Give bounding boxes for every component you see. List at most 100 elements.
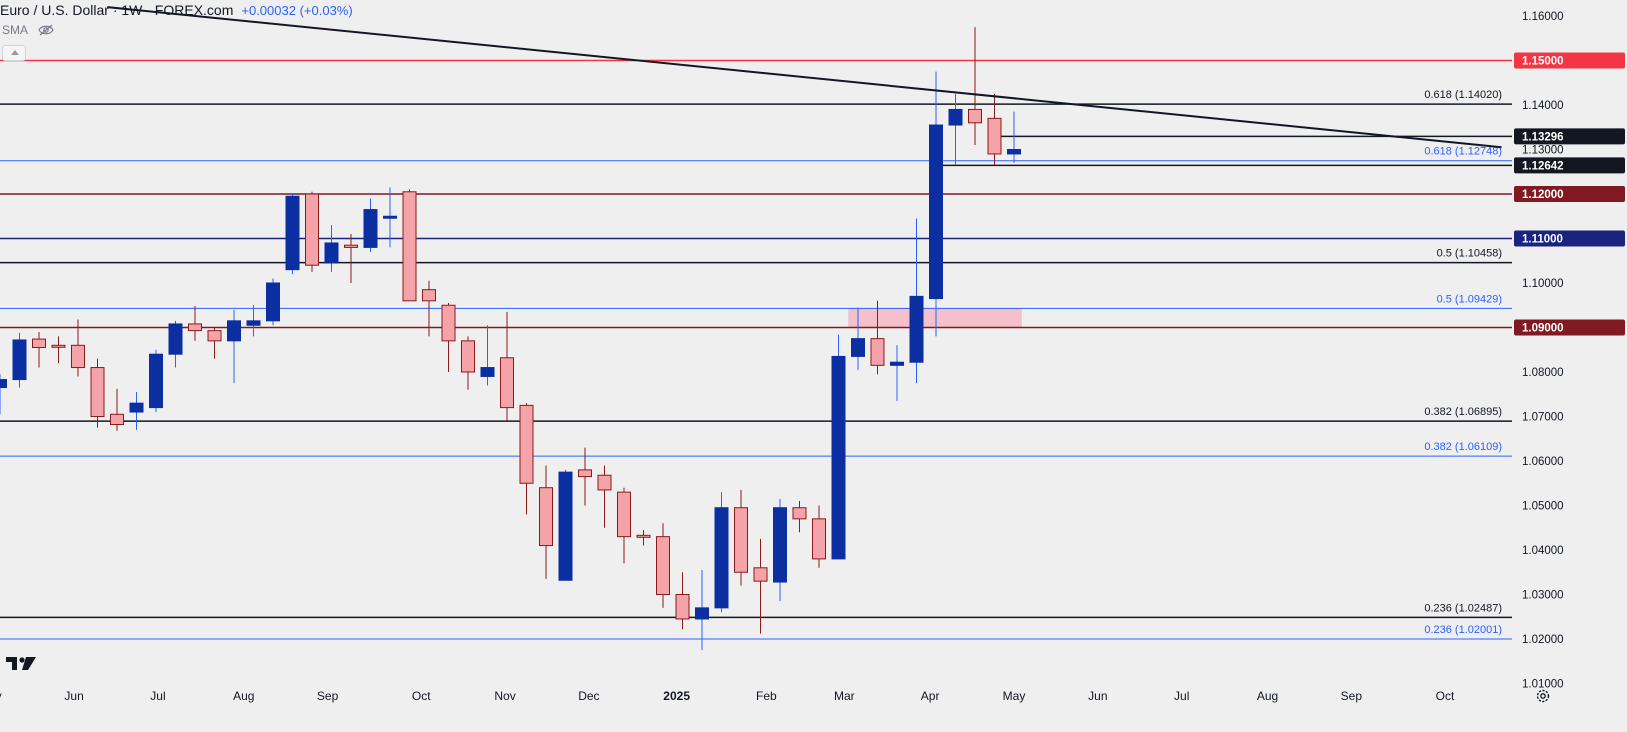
candle-body — [753, 567, 768, 582]
candle[interactable] — [285, 194, 300, 275]
candle[interactable] — [714, 492, 729, 613]
y-tick-label: 1.13000 — [1522, 145, 1564, 157]
candle[interactable] — [129, 392, 144, 430]
candle[interactable] — [636, 529, 651, 546]
candle[interactable] — [597, 465, 612, 528]
candle[interactable] — [519, 403, 534, 515]
candle[interactable] — [227, 309, 241, 384]
candle[interactable] — [1007, 111, 1021, 163]
candle[interactable] — [90, 358, 105, 428]
candle[interactable] — [480, 325, 495, 386]
price-axis[interactable] — [1512, 0, 1627, 732]
candle[interactable] — [12, 332, 27, 388]
candle[interactable] — [0, 374, 7, 415]
candle[interactable] — [32, 331, 46, 368]
candle[interactable] — [753, 538, 768, 634]
candle[interactable] — [695, 570, 709, 651]
candle[interactable] — [305, 191, 319, 272]
gear-icon[interactable] — [1535, 688, 1551, 704]
candle[interactable] — [948, 93, 963, 166]
candle[interactable] — [207, 327, 222, 359]
candle-body — [71, 344, 85, 369]
candle[interactable] — [383, 187, 397, 248]
fib-level-label: 0.382 (1.06109) — [1424, 441, 1502, 453]
candle[interactable] — [812, 505, 826, 568]
candle-body — [422, 289, 436, 302]
candle[interactable] — [831, 334, 846, 560]
symbol-title[interactable]: Euro / U.S. Dollar · 1W · FOREX.com — [0, 2, 234, 18]
candle-body — [539, 487, 553, 547]
candle-body — [207, 330, 222, 342]
candle[interactable] — [324, 225, 339, 272]
candle-body — [714, 507, 729, 609]
candle-body — [0, 379, 7, 389]
eye-hidden-icon[interactable] — [38, 24, 54, 36]
candle[interactable] — [110, 388, 124, 431]
indicator-label[interactable]: SMA — [2, 23, 29, 37]
candle[interactable] — [422, 280, 436, 337]
x-tick-label: Aug — [1257, 689, 1278, 703]
candle-body — [831, 355, 846, 560]
candle[interactable] — [539, 465, 553, 579]
candle[interactable] — [363, 198, 378, 252]
candle[interactable] — [51, 336, 66, 364]
x-tick-label: Jul — [150, 689, 165, 703]
candle-body — [617, 491, 631, 538]
candle-body — [149, 353, 163, 409]
candle[interactable] — [617, 487, 631, 564]
candle-body — [227, 320, 241, 342]
candle-body — [987, 117, 1002, 155]
candle[interactable] — [149, 349, 163, 413]
candle[interactable] — [968, 27, 982, 146]
candle[interactable] — [246, 305, 261, 337]
candle[interactable] — [773, 498, 787, 602]
y-tick-label: 1.14000 — [1522, 100, 1564, 112]
candle[interactable] — [734, 489, 748, 586]
candle[interactable] — [168, 320, 183, 368]
candle[interactable] — [500, 311, 514, 421]
candle[interactable] — [656, 523, 670, 608]
candle[interactable] — [987, 93, 1002, 166]
descending-trendline[interactable] — [107, 6, 1502, 149]
candle[interactable] — [792, 501, 807, 533]
candle-body — [324, 242, 339, 264]
candle[interactable] — [870, 300, 885, 375]
x-tick-label: Aug — [233, 689, 254, 703]
candle[interactable] — [675, 572, 690, 630]
price-tag-label: 1.13296 — [1522, 131, 1564, 143]
x-tick-label: Nov — [494, 689, 515, 703]
x-tick-label: Oct — [1436, 689, 1455, 703]
candle[interactable] — [402, 189, 417, 302]
candle[interactable] — [188, 306, 202, 341]
candle[interactable] — [851, 307, 865, 370]
resistance-zone — [848, 308, 1022, 328]
candle[interactable] — [71, 319, 85, 377]
y-tick-label: 1.10000 — [1522, 278, 1564, 290]
candle-body — [168, 323, 183, 355]
candle-body — [578, 469, 592, 478]
candle-body — [656, 536, 670, 596]
fib-level-label: 0.5 (1.10458) — [1437, 248, 1502, 260]
candle-body — [695, 607, 709, 620]
chart-header: Euro / U.S. Dollar · 1W · FOREX.com +0.0… — [0, 0, 353, 20]
candle[interactable] — [909, 218, 924, 384]
price-tag-label: 1.11000 — [1522, 234, 1563, 246]
candle-body — [441, 304, 456, 342]
collapse-legend-icon[interactable] — [2, 45, 26, 61]
candle[interactable] — [578, 447, 592, 506]
candle[interactable] — [929, 71, 943, 337]
tradingview-logo-icon[interactable] — [6, 655, 38, 671]
y-tick-label: 1.04000 — [1522, 545, 1564, 557]
candle[interactable] — [441, 303, 456, 372]
candle[interactable] — [344, 234, 358, 283]
candle[interactable] — [461, 336, 475, 390]
candle-body — [402, 191, 417, 302]
candle-body — [792, 507, 807, 520]
x-tick-label: Apr — [921, 689, 940, 703]
candle[interactable] — [558, 469, 573, 581]
candle-body — [968, 108, 982, 124]
candle-body — [500, 357, 514, 409]
candle[interactable] — [890, 345, 904, 401]
candle[interactable] — [266, 278, 280, 326]
